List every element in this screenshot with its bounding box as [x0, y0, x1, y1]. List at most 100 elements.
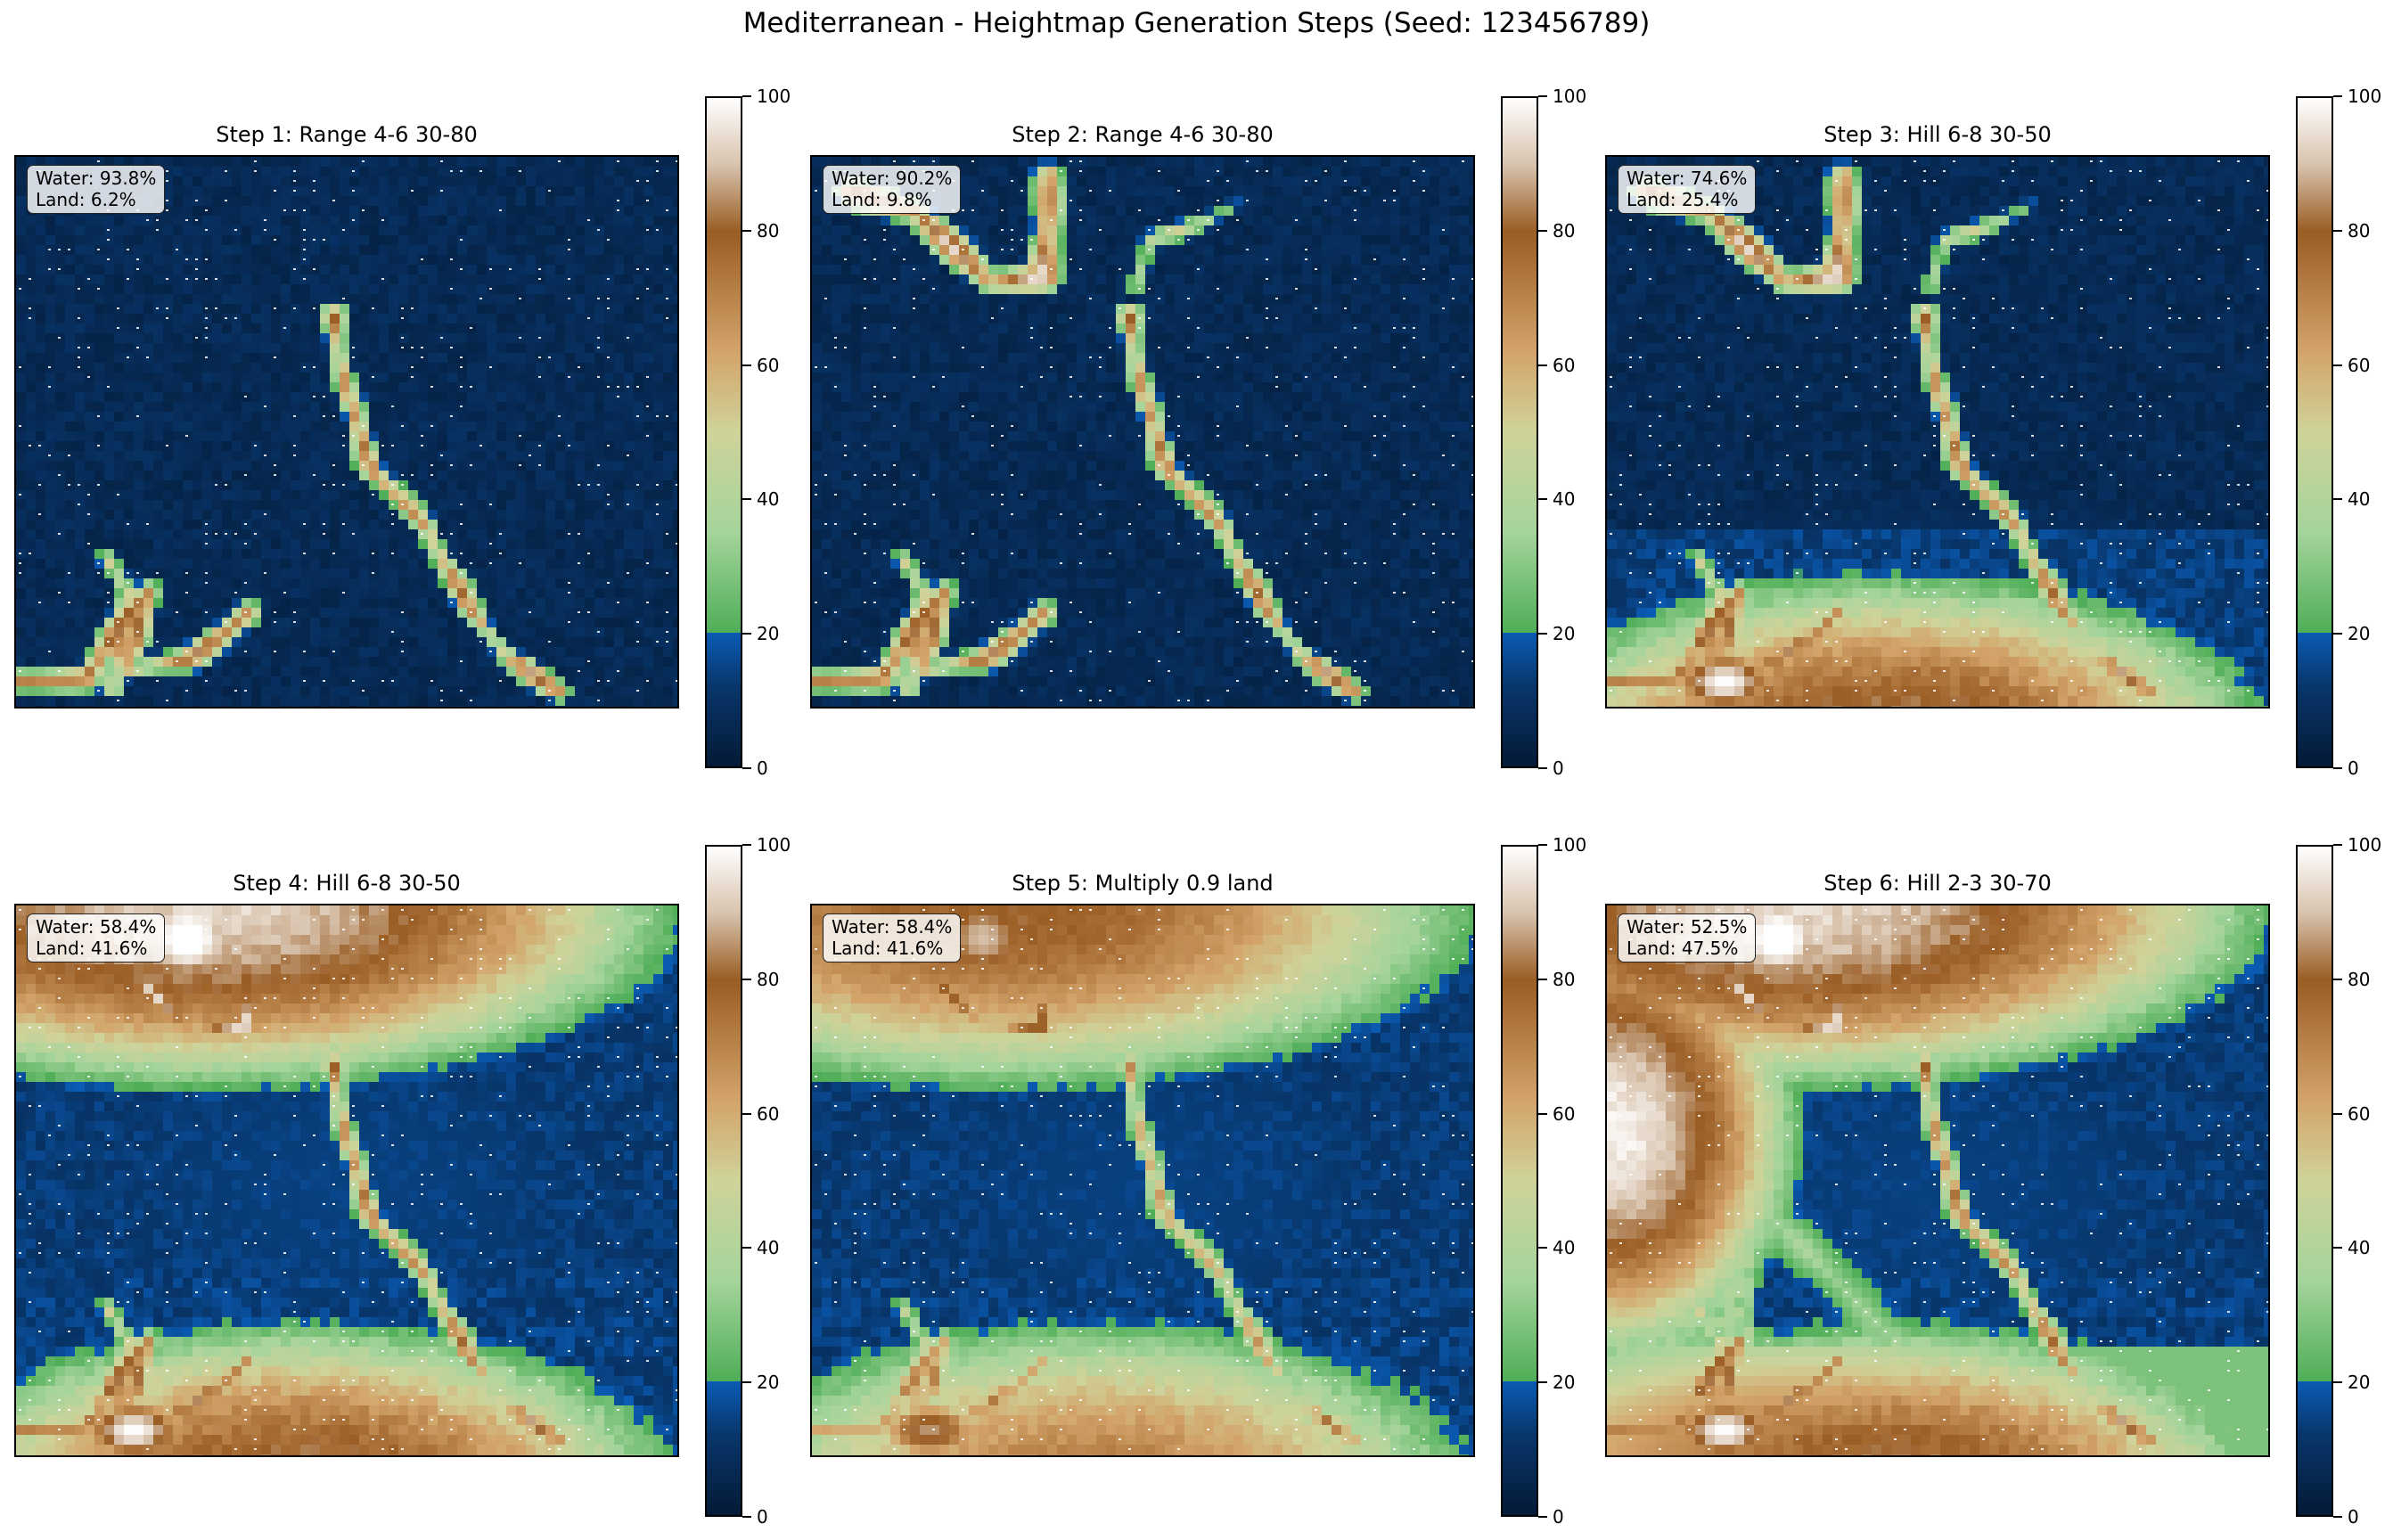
colorbar-tick: [742, 978, 751, 980]
colorbar: [1501, 845, 1538, 1517]
colorbar-tick-label: 40: [1553, 1237, 1575, 1258]
colorbar-tick-label: 20: [757, 1372, 779, 1393]
water-percentage: Water: 52.5%: [1627, 916, 1747, 938]
colorbar-tick-label: 60: [757, 355, 779, 376]
water-land-stats: Water: 58.4% Land: 41.6%: [823, 913, 962, 962]
colorbar-tick-label: 80: [1553, 969, 1575, 990]
colorbar-tick: [2333, 364, 2342, 366]
colorbar: [2296, 845, 2333, 1517]
heightmap-image: Water: 93.8% Land: 6.2%: [14, 155, 679, 709]
heightmap-cells: [1607, 157, 2268, 707]
colorbar-tick: [1538, 1112, 1547, 1115]
colorbar-tick-label: 0: [757, 1506, 768, 1528]
colorbar-tick-label: 0: [757, 758, 768, 779]
colorbar-tick: [742, 1112, 751, 1115]
colorbar-tick: [1538, 633, 1547, 635]
colorbar-tick-label: 80: [1553, 220, 1575, 242]
colorbar-tick: [1538, 229, 1547, 232]
colorbar-tick-label: 60: [1553, 355, 1575, 376]
colorbar-tick-label: 100: [1553, 834, 1586, 856]
heightmap-image: Water: 90.2% Land: 9.8%: [810, 155, 1475, 709]
colorbar-tick-label: 100: [1553, 86, 1586, 107]
colorbar-tick: [742, 364, 751, 366]
colorbar-tick: [2333, 1516, 2342, 1518]
colorbar-tick: [742, 1516, 751, 1518]
colorbar-tick-label: 100: [757, 834, 791, 856]
heightmap-image: Water: 74.6% Land: 25.4%: [1605, 155, 2270, 709]
colorbar-tick-label: 60: [2348, 355, 2370, 376]
heightmap-image: Water: 52.5% Land: 47.5%: [1605, 904, 2270, 1457]
water-percentage: Water: 58.4%: [832, 916, 952, 938]
colorbar-tick: [2333, 498, 2342, 501]
heightmap-image: Water: 58.4% Land: 41.6%: [14, 904, 679, 1457]
heightmap-cells: [1607, 905, 2268, 1455]
colorbar-tick-label: 80: [2348, 220, 2370, 242]
colorbar: [705, 96, 742, 768]
water-land-stats: Water: 58.4% Land: 41.6%: [27, 913, 166, 962]
colorbar-tick-label: 20: [1553, 1372, 1575, 1393]
colorbar-tick: [2333, 767, 2342, 769]
colorbar: [2296, 96, 2333, 768]
colorbar-tick-label: 100: [757, 86, 791, 107]
colorbar-tick: [742, 1381, 751, 1384]
colorbar-tick: [1538, 1381, 1547, 1384]
colorbar-tick-label: 20: [2348, 1372, 2370, 1393]
colorbar-tick-label: 40: [2348, 488, 2370, 510]
panel-title: Step 1: Range 4-6 30-80: [14, 122, 679, 147]
colorbar-tick: [742, 633, 751, 635]
colorbar: [1501, 96, 1538, 768]
water-land-stats: Water: 90.2% Land: 9.8%: [823, 165, 962, 214]
panel-title: Step 2: Range 4-6 30-80: [810, 122, 1475, 147]
colorbar-tick-label: 100: [2348, 86, 2381, 107]
colorbar-tick: [742, 767, 751, 769]
colorbar-tick-label: 40: [757, 488, 779, 510]
colorbar-tick: [1538, 767, 1547, 769]
colorbar-tick-label: 80: [757, 969, 779, 990]
water-percentage: Water: 74.6%: [1627, 168, 1747, 189]
heightmap-image: Water: 58.4% Land: 41.6%: [810, 904, 1475, 1457]
colorbar-tick-label: 60: [757, 1103, 779, 1125]
colorbar-tick-label: 40: [757, 1237, 779, 1258]
colorbar-tick: [1538, 1516, 1547, 1518]
colorbar-tick-label: 0: [2348, 758, 2359, 779]
land-percentage: Land: 6.2%: [36, 189, 156, 210]
colorbar-tick-label: 80: [757, 220, 779, 242]
colorbar-tick-label: 60: [1553, 1103, 1575, 1125]
colorbar-tick-label: 40: [1553, 488, 1575, 510]
colorbar-tick: [2333, 1247, 2342, 1249]
panel-title: Step 5: Multiply 0.9 land: [810, 871, 1475, 896]
colorbar-tick-label: 20: [2348, 623, 2370, 644]
colorbar-tick: [2333, 1381, 2342, 1384]
land-percentage: Land: 25.4%: [1627, 189, 1747, 210]
colorbar-tick: [1538, 978, 1547, 980]
colorbar-tick: [2333, 229, 2342, 232]
colorbar-tick-label: 40: [2348, 1237, 2370, 1258]
colorbar-tick: [742, 498, 751, 501]
colorbar-tick-label: 100: [2348, 834, 2381, 856]
colorbar-tick: [2333, 1112, 2342, 1115]
panel-title: Step 3: Hill 6-8 30-50: [1605, 122, 2270, 147]
colorbar-tick-label: 0: [2348, 1506, 2359, 1528]
colorbar-tick: [742, 844, 751, 846]
panel-title: Step 4: Hill 6-8 30-50: [14, 871, 679, 896]
colorbar-tick: [2333, 633, 2342, 635]
colorbar-tick: [1538, 498, 1547, 501]
heightmap-cells: [16, 157, 677, 707]
colorbar-tick: [742, 95, 751, 97]
colorbar-tick: [1538, 844, 1547, 846]
colorbar-tick: [2333, 844, 2342, 846]
colorbar: [705, 845, 742, 1517]
colorbar-tick-label: 0: [1553, 758, 1564, 779]
colorbar-tick: [1538, 364, 1547, 366]
colorbar-tick-label: 60: [2348, 1103, 2370, 1125]
colorbar-tick: [2333, 978, 2342, 980]
land-percentage: Land: 41.6%: [36, 938, 156, 959]
colorbar-tick: [2333, 95, 2342, 97]
water-land-stats: Water: 93.8% Land: 6.2%: [27, 165, 166, 214]
colorbar-tick: [1538, 1247, 1547, 1249]
colorbar-tick-label: 20: [1553, 623, 1575, 644]
colorbar-tick: [742, 1247, 751, 1249]
water-land-stats: Water: 74.6% Land: 25.4%: [1618, 165, 1757, 214]
water-percentage: Water: 90.2%: [832, 168, 952, 189]
colorbar-tick-label: 0: [1553, 1506, 1564, 1528]
